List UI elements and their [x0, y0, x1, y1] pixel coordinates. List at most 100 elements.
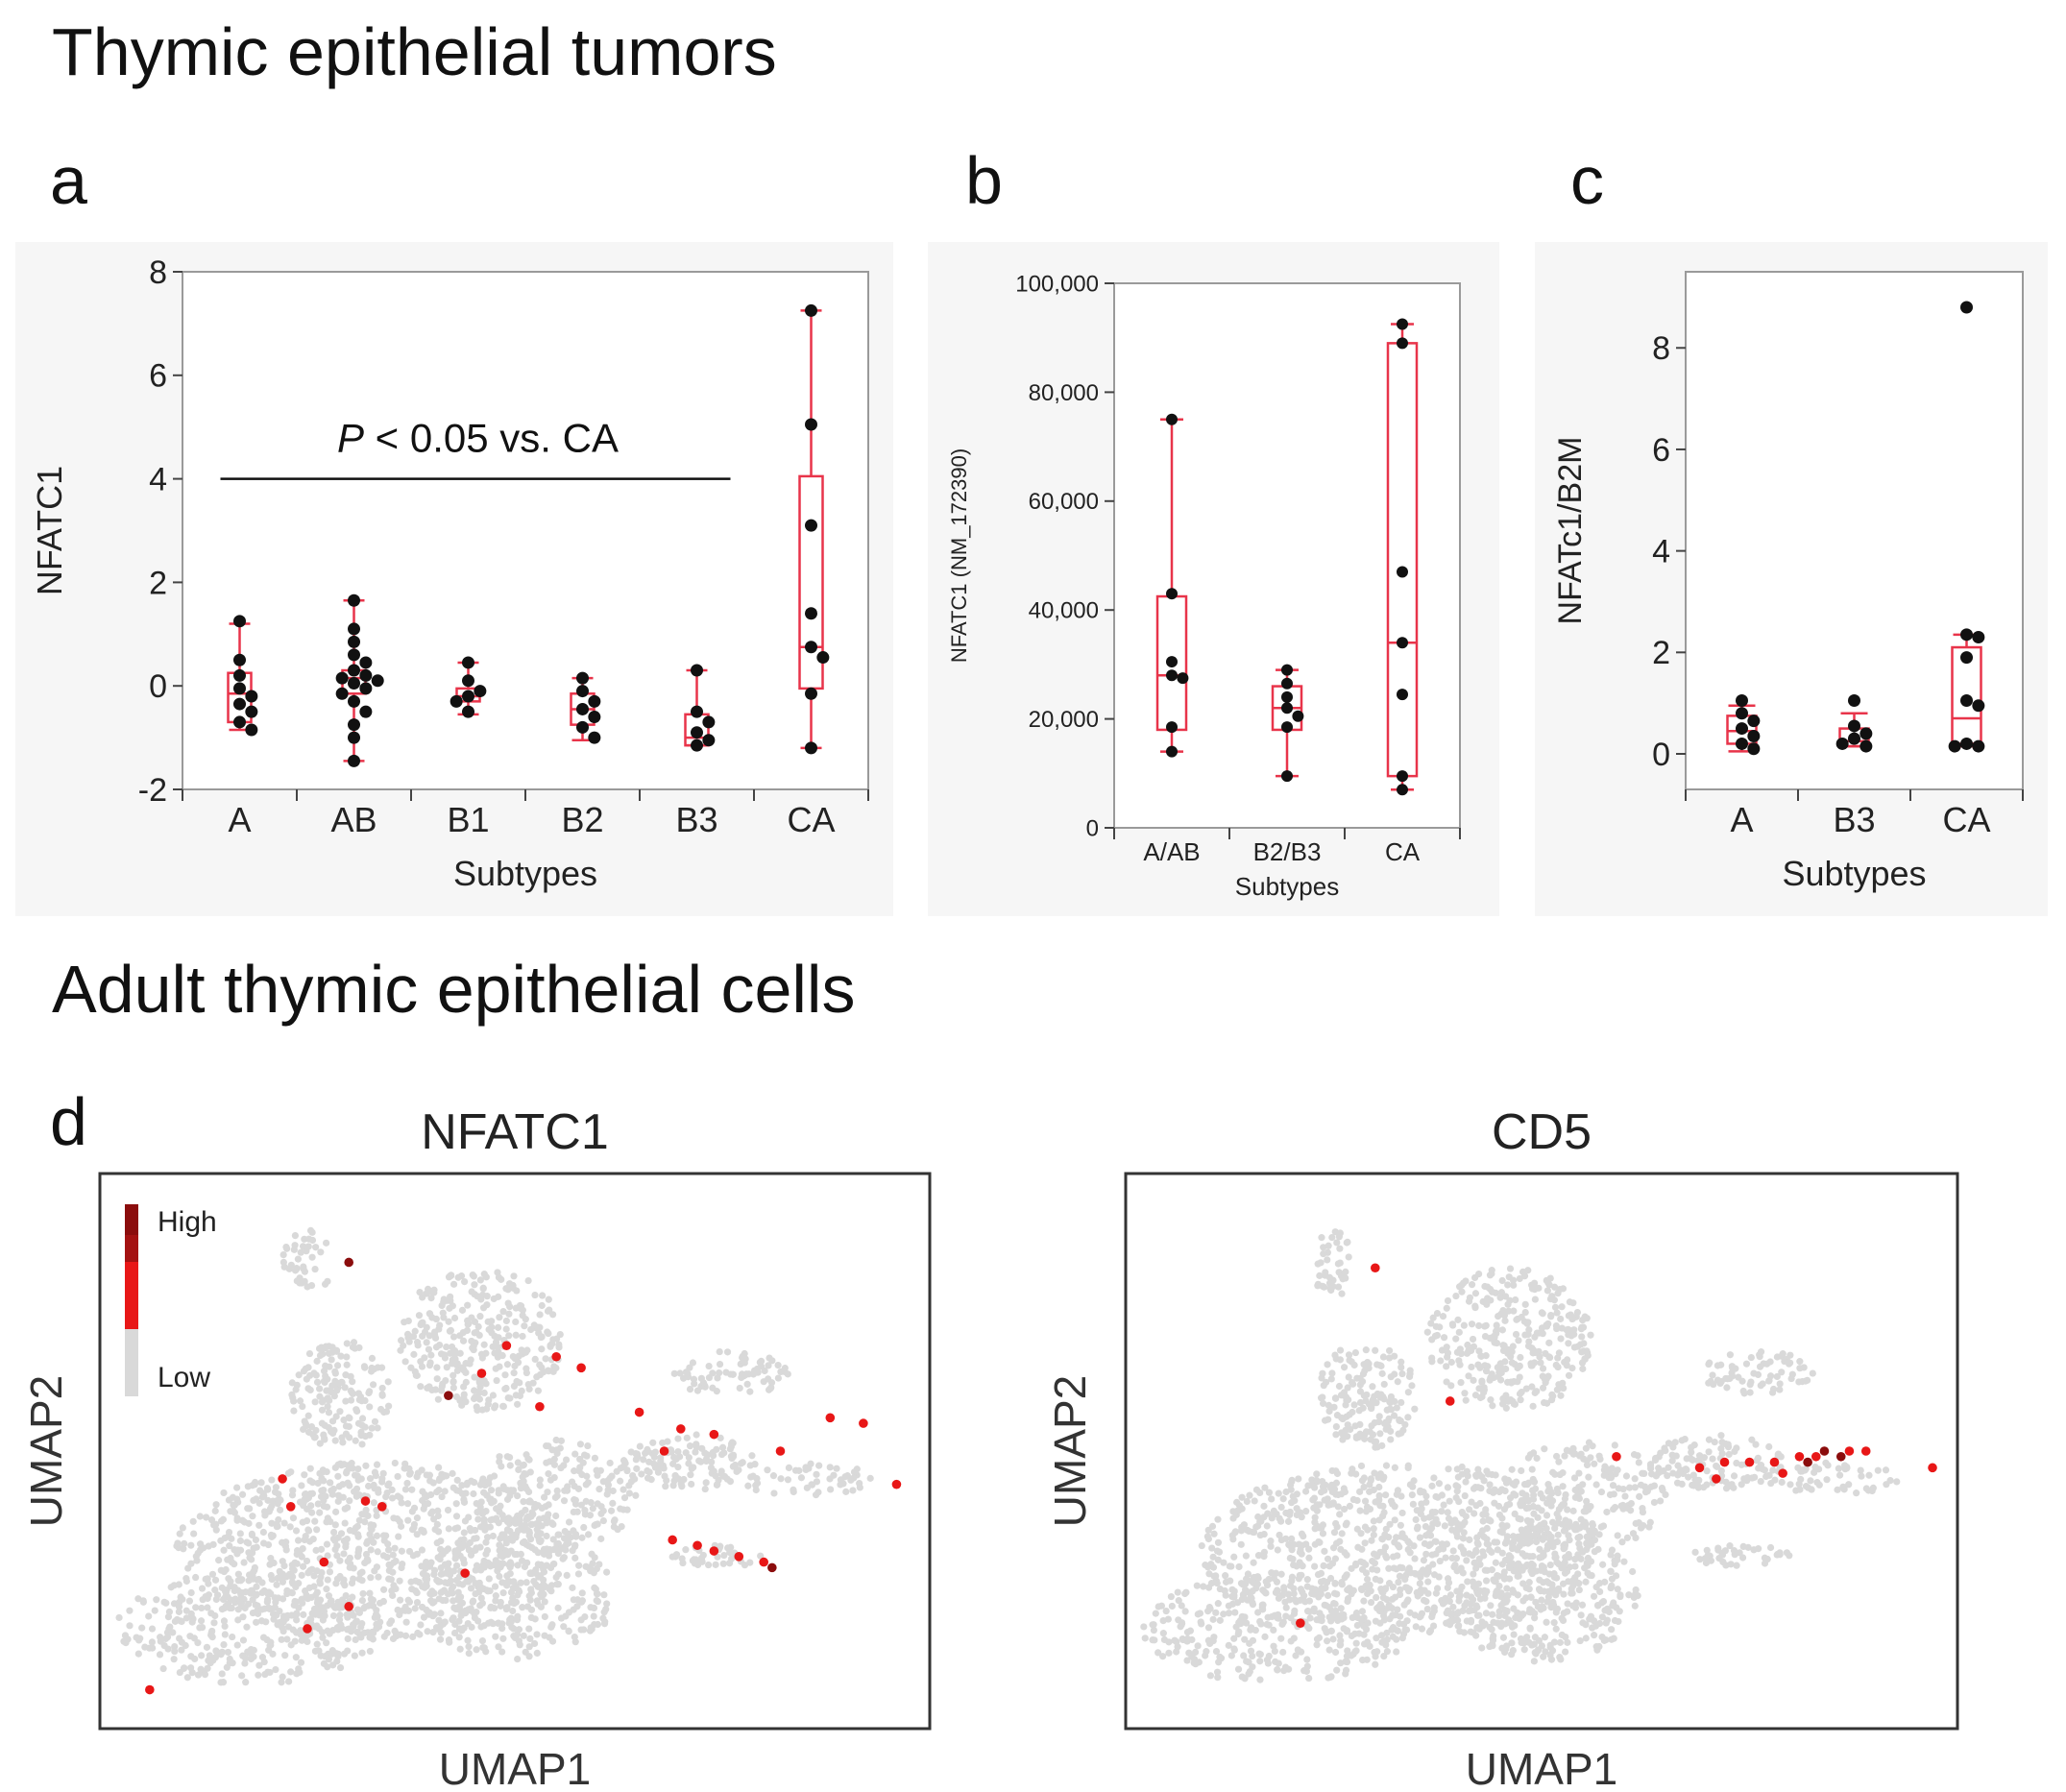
cell-point [688, 1465, 695, 1472]
cell-point [1487, 1602, 1495, 1610]
cell-point [560, 1623, 568, 1631]
cell-point [221, 1622, 229, 1631]
cell-point [323, 1540, 331, 1548]
cell-point [1454, 1524, 1462, 1532]
cell-point [374, 1364, 381, 1371]
cell-point [1280, 1667, 1288, 1675]
cell-point [1534, 1646, 1543, 1654]
cell-point [519, 1462, 526, 1469]
cell-point [590, 1612, 597, 1620]
cell-point [366, 1647, 374, 1656]
cell-point [192, 1573, 200, 1582]
cell-point [1560, 1527, 1568, 1535]
cell-point [148, 1638, 157, 1646]
cell-point [1464, 1578, 1471, 1586]
cell-point [358, 1596, 366, 1605]
cell-point [1640, 1521, 1647, 1530]
cell-point [344, 1647, 352, 1655]
cell-point-high [460, 1568, 470, 1578]
cell-point [1584, 1569, 1592, 1577]
cell-point [1357, 1558, 1365, 1565]
cell-point [1243, 1497, 1251, 1506]
cell-point [543, 1459, 550, 1466]
cell-point [1325, 1562, 1333, 1570]
cell-point [526, 1497, 534, 1505]
cell-point [1370, 1531, 1377, 1538]
cell-point [1611, 1557, 1618, 1564]
cell-point [752, 1486, 760, 1494]
cell-point [501, 1385, 509, 1392]
cell-point [866, 1474, 874, 1482]
cell-point [1380, 1380, 1388, 1389]
cell-point [510, 1272, 518, 1280]
cell-point [465, 1643, 473, 1651]
cell-point [220, 1489, 228, 1497]
cell-point [1518, 1466, 1525, 1475]
cell-point [1595, 1531, 1603, 1538]
cell-point [1499, 1599, 1507, 1607]
cell-point [338, 1624, 346, 1633]
cell-point [304, 1412, 312, 1419]
cell-point [1391, 1516, 1398, 1524]
cell-point [606, 1459, 614, 1467]
cell-point [181, 1664, 188, 1672]
cell-point-high [634, 1407, 644, 1417]
cell-point [1578, 1601, 1587, 1609]
cell-point [1507, 1553, 1515, 1562]
data-point [348, 718, 360, 732]
cell-point [1428, 1354, 1436, 1362]
cell-point [477, 1296, 485, 1303]
cell-point [423, 1572, 431, 1580]
cell-point [465, 1650, 473, 1658]
cell-point [568, 1478, 576, 1486]
cell-point [1582, 1578, 1590, 1586]
cell-point [1398, 1369, 1406, 1378]
cell-point [1319, 1369, 1326, 1377]
cell-point [468, 1314, 475, 1321]
cell-point [1402, 1626, 1411, 1634]
cell-point [1152, 1610, 1159, 1617]
cell-point [1495, 1582, 1503, 1590]
cell-point-top [767, 1562, 777, 1573]
cell-point [1228, 1586, 1236, 1593]
cell-point [434, 1395, 442, 1403]
x-axis-label: UMAP1 [439, 1744, 591, 1792]
cell-point [1319, 1530, 1327, 1538]
cell-point [1257, 1620, 1265, 1628]
cell-point [199, 1596, 207, 1604]
cell-point [312, 1546, 320, 1554]
y-tick-label: 6 [149, 358, 167, 395]
cell-point [1279, 1495, 1287, 1503]
cell-point [1240, 1521, 1248, 1529]
y-axis-label: UMAP2 [21, 1375, 71, 1527]
cell-point [540, 1565, 547, 1573]
cell-point [480, 1622, 488, 1630]
cell-point [236, 1599, 244, 1607]
cell-point [1474, 1465, 1482, 1473]
data-point [1960, 694, 1973, 708]
cell-point [1503, 1585, 1511, 1592]
cell-point [488, 1499, 496, 1507]
cell-point [327, 1428, 335, 1436]
cell-point [1391, 1464, 1398, 1471]
cell-point [1382, 1462, 1391, 1469]
cell-point [1518, 1526, 1525, 1534]
cell-point [270, 1559, 278, 1567]
cell-point [1462, 1396, 1470, 1404]
cell-point [441, 1354, 450, 1362]
cell-point [550, 1473, 558, 1482]
cell-point [1208, 1522, 1217, 1530]
cell-point [632, 1491, 640, 1499]
cell-point [1657, 1497, 1665, 1505]
cell-point [243, 1538, 251, 1546]
cell-point [1214, 1538, 1223, 1546]
cell-point [1507, 1378, 1515, 1386]
cell-point [727, 1370, 735, 1378]
cell-point [1313, 1501, 1321, 1509]
cell-point [293, 1265, 301, 1272]
cell-point [701, 1449, 709, 1457]
cell-point [1342, 1658, 1349, 1665]
cell-point [305, 1538, 314, 1545]
cell-point [1607, 1551, 1615, 1559]
cell-point [445, 1636, 453, 1644]
